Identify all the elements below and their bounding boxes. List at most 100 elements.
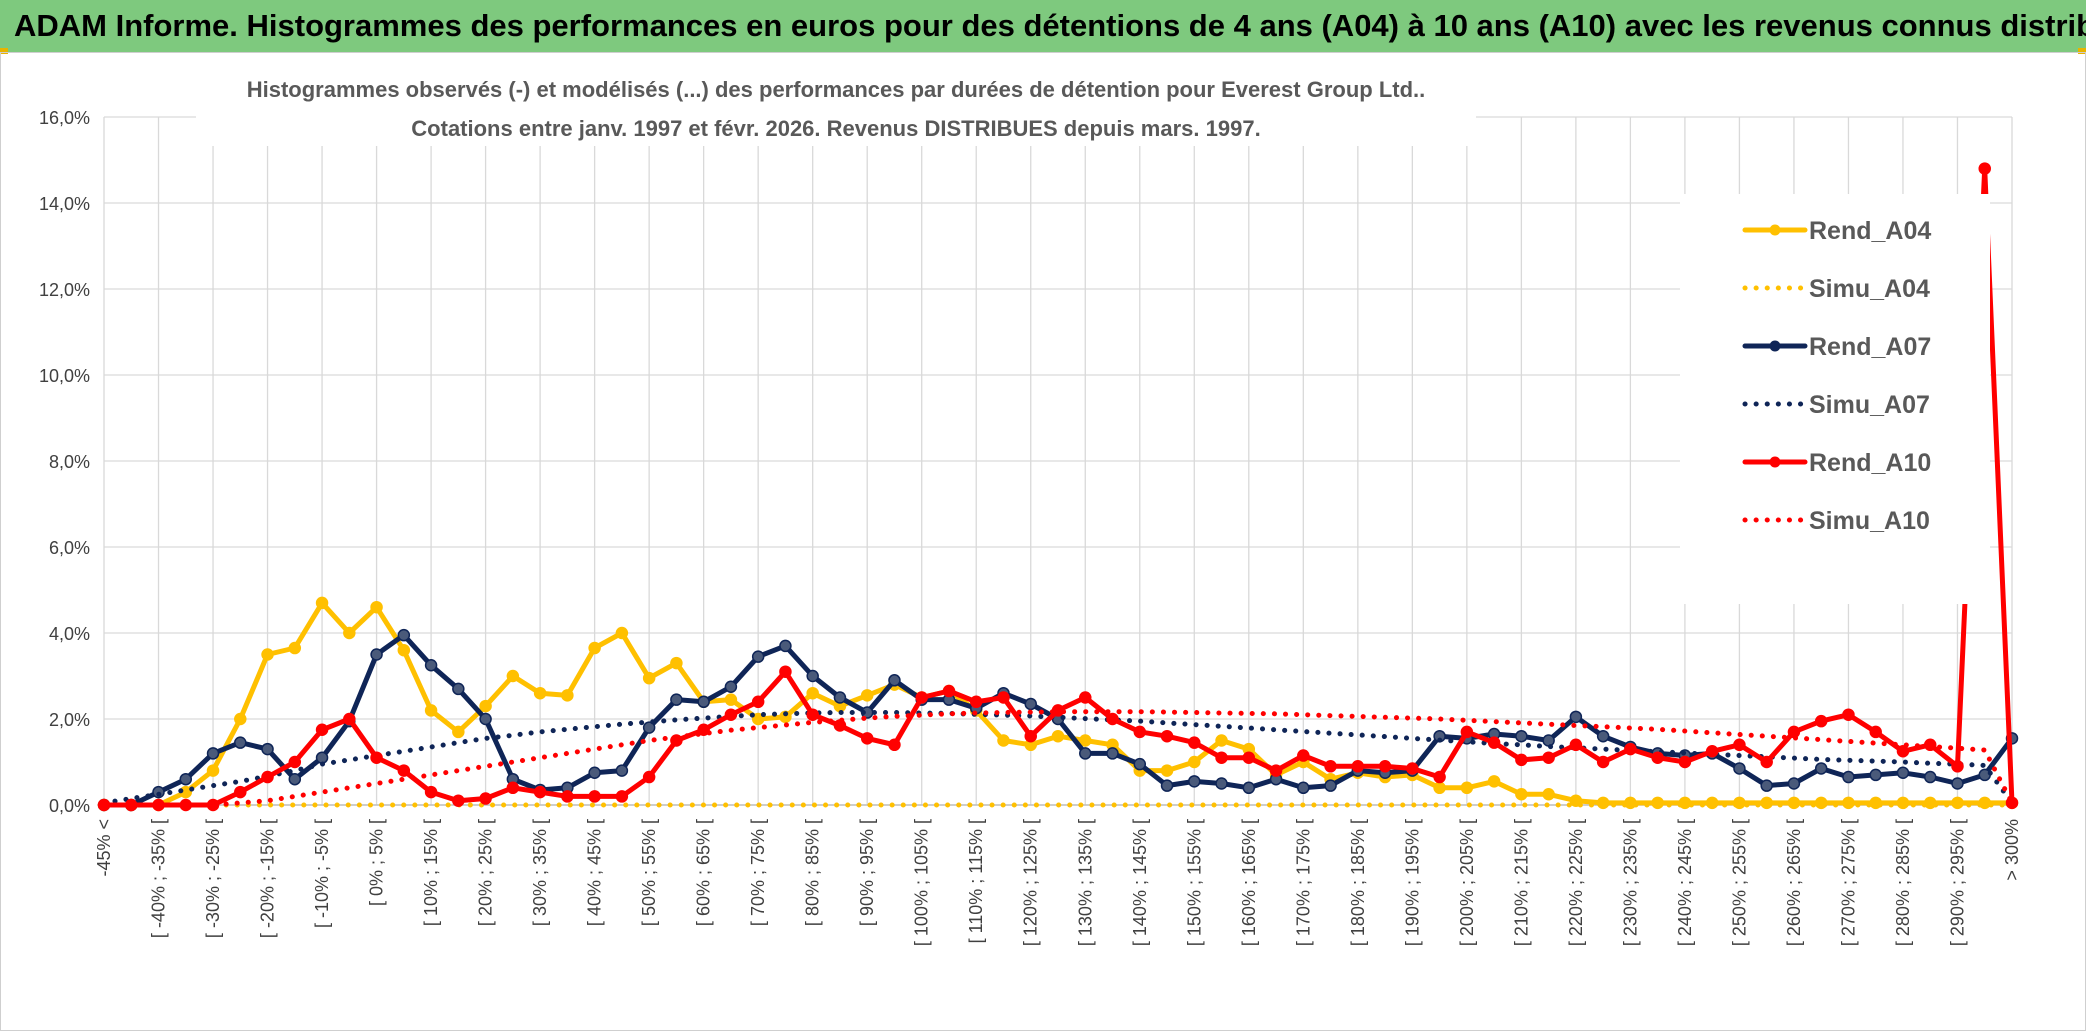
- data-point-rend_a07: [1842, 770, 1855, 784]
- data-point-rend_a04: [1542, 788, 1555, 801]
- x-tick-label: [ 190% ; 195% [: [1402, 819, 1422, 946]
- data-point-rend_a07: [779, 639, 792, 653]
- data-point-rend_a07: [1188, 775, 1201, 788]
- x-tick-label: [ 170% ; 175% [: [1293, 819, 1313, 946]
- data-point-rend_a07: [1297, 781, 1310, 795]
- x-tick-label: [ 260% ; 265% [: [1784, 819, 1804, 946]
- data-point-rend_a04: [234, 712, 247, 726]
- data-point-rend_a04: [452, 725, 465, 739]
- data-point-rend_a10: [942, 684, 956, 698]
- data-point-rend_a10: [1569, 738, 1583, 752]
- data-point-rend_a04: [261, 648, 274, 661]
- legend-marker: [1769, 340, 1781, 352]
- data-point-rend_a10: [806, 708, 819, 721]
- data-point-rend_a10: [1624, 742, 1637, 756]
- x-tick-label: [ 40% ; 45% [: [585, 819, 605, 926]
- y-tick-label: 12,0%: [39, 280, 90, 300]
- data-point-rend_a07: [452, 682, 465, 696]
- x-tick-label: [ 290% ; 295% [: [1947, 819, 1967, 946]
- data-point-rend_a10: [588, 790, 601, 803]
- x-tick-label: > 300%: [2002, 819, 2022, 881]
- x-tick-label: [ -40% ; -35% [: [149, 819, 169, 938]
- data-point-rend_a07: [1160, 779, 1174, 792]
- data-point-rend_a10: [370, 751, 383, 764]
- legend-label-rend_a07: Rend_A07: [1809, 333, 1931, 361]
- data-point-rend_a10: [697, 723, 710, 736]
- data-point-rend_a07: [1079, 747, 1092, 760]
- x-tick-label: [ 90% ; 95% [: [857, 819, 877, 926]
- data-point-rend_a07: [1896, 766, 1910, 779]
- data-point-rend_a10: [1842, 708, 1855, 721]
- x-tick-label: [ 270% ; 275% [: [1838, 819, 1858, 946]
- y-tick-label: 10,0%: [39, 366, 90, 386]
- data-point-rend_a10: [506, 781, 520, 795]
- data-point-rend_a07: [588, 766, 601, 779]
- data-point-rend_a10: [1596, 755, 1610, 769]
- x-tick-label: -45% <: [94, 819, 114, 877]
- data-point-rend_a10: [1079, 691, 1092, 704]
- data-point-rend_a04: [588, 641, 601, 655]
- data-point-rend_a10: [1133, 725, 1147, 739]
- data-point-rend_a10: [642, 770, 656, 784]
- x-tick-label: [ 200% ; 205% [: [1457, 819, 1477, 946]
- data-point-rend_a07: [1569, 710, 1583, 724]
- chart-subtitle: Cotations entre janv. 1997 et févr. 2026…: [411, 116, 1260, 141]
- data-point-rend_a07: [1542, 734, 1555, 747]
- data-point-rend_a07: [1814, 762, 1828, 775]
- data-point-rend_a07: [1324, 779, 1337, 792]
- x-tick-label: [ 250% ; 255% [: [1729, 819, 1749, 946]
- data-point-rend_a10: [1978, 162, 1991, 175]
- legend-background: [1680, 194, 1990, 604]
- data-point-rend_a07: [751, 650, 765, 663]
- x-tick-label: [ 140% ; 145% [: [1130, 819, 1150, 946]
- data-point-rend_a04: [343, 626, 356, 640]
- y-tick-label: 2,0%: [49, 710, 90, 730]
- legend-label-rend_a04: Rend_A04: [1809, 217, 1931, 245]
- legend-label-simu_a07: Simu_A07: [1809, 391, 1930, 419]
- data-point-rend_a10: [261, 770, 274, 784]
- title-background: [196, 70, 1476, 146]
- data-point-rend_a10: [343, 712, 356, 726]
- x-tick-label: [ 210% ; 215% [: [1511, 819, 1531, 946]
- data-point-rend_a10: [888, 738, 901, 752]
- data-point-rend_a10: [1242, 751, 1256, 764]
- data-point-rend_a04: [1487, 775, 1501, 788]
- data-point-rend_a04: [506, 669, 520, 683]
- data-point-rend_a10: [533, 785, 547, 799]
- data-point-rend_a10: [997, 691, 1010, 704]
- data-point-rend_a10: [315, 723, 329, 736]
- data-point-rend_a10: [1024, 729, 1037, 743]
- x-tick-label: [ 50% ; 55% [: [639, 819, 659, 926]
- series-lines: [97, 162, 2019, 812]
- data-point-rend_a07: [1923, 770, 1937, 784]
- data-point-rend_a10: [1814, 714, 1828, 728]
- data-point-rend_a10: [1869, 725, 1882, 739]
- data-point-rend_a04: [1188, 755, 1201, 769]
- x-tick-label: [ 20% ; 25% [: [476, 819, 496, 926]
- data-point-rend_a10: [1378, 760, 1392, 773]
- data-point-rend_a07: [1869, 768, 1882, 782]
- x-tick-label: [ 240% ; 245% [: [1675, 819, 1695, 946]
- legend: Rend_A04 Simu_A04 Rend_A07 Simu_A07 Rend_A10…: [1742, 217, 1931, 535]
- data-point-rend_a04: [533, 686, 547, 700]
- legend-label-rend_a10: Rend_A10: [1809, 449, 1931, 477]
- data-point-rend_a07: [397, 628, 411, 642]
- histogram-chart: 0,0% 2,0% 4,0% 6,0% 8,0% 10,0% 12,0% 14,0% 16,0%…: [39, 70, 2022, 946]
- x-tick-label: [ 220% ; 225% [: [1566, 819, 1586, 946]
- data-point-rend_a07: [370, 648, 383, 661]
- data-point-rend_a07: [206, 747, 220, 760]
- data-point-rend_a07: [888, 674, 901, 687]
- data-point-rend_a04: [561, 689, 574, 702]
- data-point-rend_a04: [397, 643, 411, 657]
- x-tick-label: [ 280% ; 285% [: [1893, 819, 1913, 946]
- y-tick-label: 0,0%: [49, 796, 90, 816]
- data-point-rend_a10: [1188, 736, 1201, 749]
- data-point-rend_a07: [1106, 747, 1119, 760]
- x-tick-label: [ 30% ; 35% [: [530, 819, 550, 926]
- x-tick-label: [ 60% ; 65% [: [694, 819, 714, 926]
- data-point-rend_a07: [670, 693, 683, 706]
- data-point-rend_a10: [397, 764, 411, 777]
- data-point-rend_a07: [179, 772, 193, 786]
- data-point-rend_a07: [833, 691, 847, 704]
- data-point-rend_a07: [315, 751, 329, 764]
